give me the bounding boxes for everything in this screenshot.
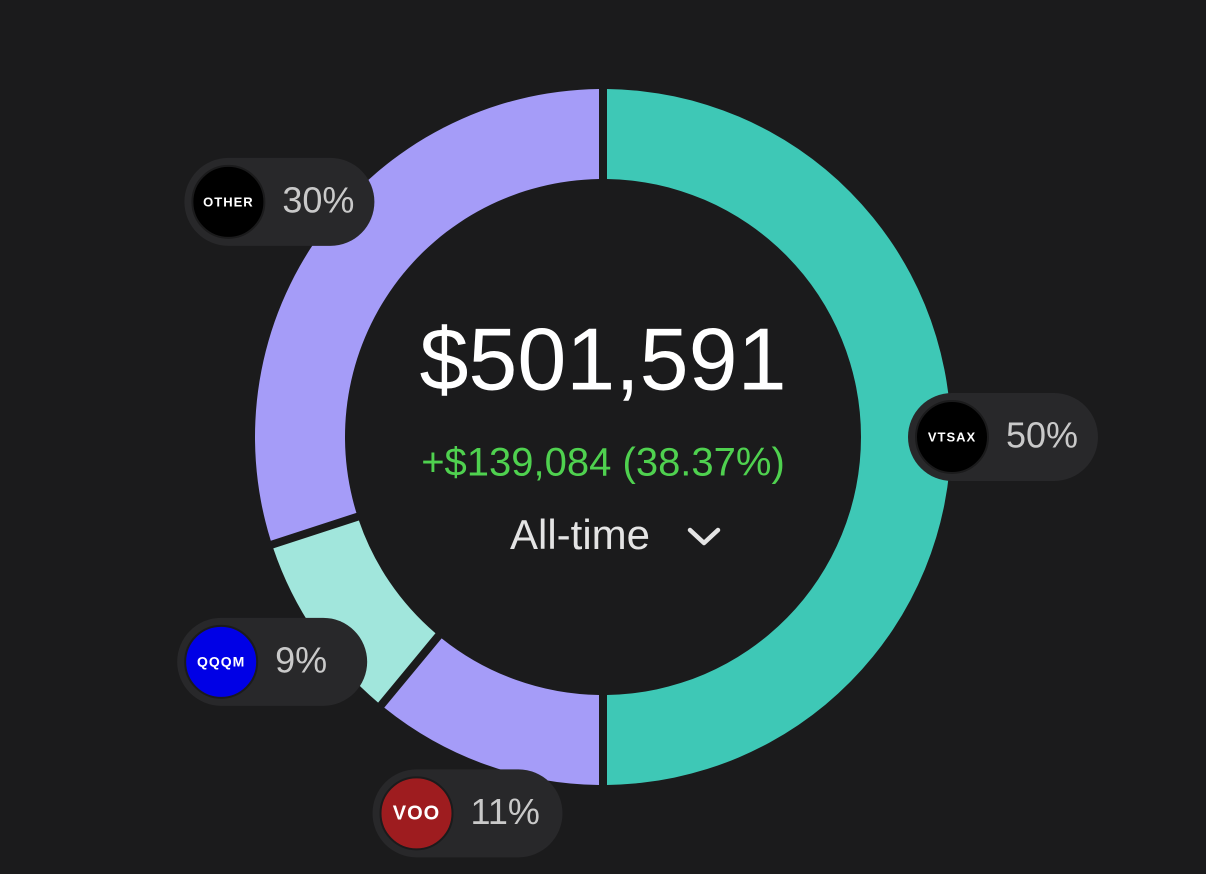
percent-label: 50% <box>1006 415 1078 456</box>
ticker-icon <box>915 400 989 474</box>
percent-label: 9% <box>275 639 327 680</box>
period-label[interactable]: All-time <box>510 511 650 558</box>
period-selector[interactable]: All-time <box>510 511 721 558</box>
legend-pill: VOO 11% <box>372 769 563 858</box>
donut-segment <box>273 520 436 703</box>
donut-segment <box>384 638 600 785</box>
donut-segment <box>606 89 952 785</box>
percent-label: 11% <box>471 791 540 832</box>
percent-label: 30% <box>282 179 354 220</box>
legend: VTSAX 50% VOO 11% QQQM 9% OTHER 30% <box>177 157 1098 858</box>
ticker-label: OTHER <box>203 194 254 209</box>
donut <box>254 89 952 785</box>
ticker-label: VOO <box>393 803 440 825</box>
ticker-icon <box>379 776 454 851</box>
ticker-label: QQQM <box>197 654 245 670</box>
legend-pill: VTSAX 50% <box>908 393 1098 481</box>
ticker-icon <box>191 164 266 239</box>
chevron-icon[interactable] <box>687 527 721 546</box>
total-value: $501,591 <box>419 309 786 408</box>
legend-pill: OTHER 30% <box>184 157 375 246</box>
legend-pill: QQQM 9% <box>177 617 368 706</box>
ticker-icon <box>184 624 259 699</box>
ticker-label: VTSAX <box>928 429 976 444</box>
change-value: +$139,084 (38.37%) <box>421 441 785 485</box>
donut-segment <box>254 89 600 541</box>
